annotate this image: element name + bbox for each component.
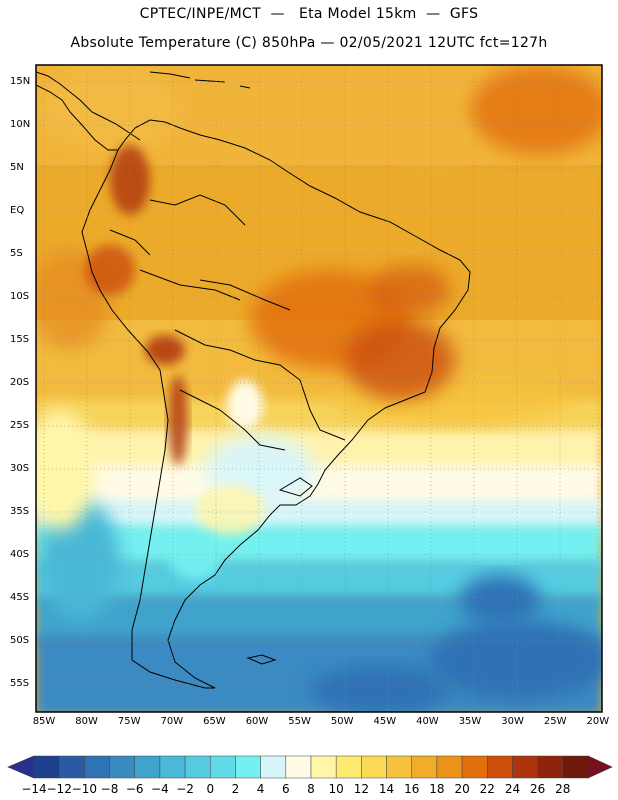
colorbar-tick-label: 16 [404, 782, 420, 796]
lat-label: 10N [10, 119, 31, 130]
colorbar-swatch [487, 755, 513, 779]
lat-label: 30S [10, 463, 30, 474]
colorbar-swatch [386, 755, 412, 779]
colorbar-swatch [562, 755, 589, 779]
colorbar-swatch [512, 755, 538, 779]
lat-label: EQ [10, 205, 25, 216]
temperature-field [36, 65, 602, 712]
colorbar-tick-label: −6 [125, 782, 144, 796]
colorbar-tick-label: 26 [529, 782, 546, 796]
lon-label: 55W [288, 716, 311, 727]
colorbar-swatch [235, 755, 261, 779]
colorbar-tick-label: 22 [479, 782, 495, 796]
colorbar-low-arrow [7, 755, 35, 779]
colorbar-tick-label: 12 [353, 782, 369, 796]
lat-label: 15S [10, 334, 30, 345]
colorbar-swatch [285, 755, 312, 779]
colorbar-tick-label: 28 [555, 782, 571, 796]
map-subtitle: Absolute Temperature (C) 850hPa — 02/05/… [70, 35, 548, 51]
colorbar-swatch [109, 755, 135, 779]
lon-label: 45W [373, 716, 397, 727]
colorbar-tick-label: 20 [454, 782, 470, 796]
lat-label: 10S [10, 291, 30, 302]
lon-label: 20W [586, 716, 610, 727]
lat-label: 20S [10, 377, 30, 388]
coastlines [36, 71, 471, 689]
colorbar-tick-label: −2 [176, 782, 194, 796]
lat-label: 35S [10, 506, 30, 517]
colorbar-high-arrow [587, 755, 613, 779]
colorbar-tick-label: 14 [378, 782, 395, 796]
colorbar-swatch [210, 755, 236, 779]
colorbar-swatch [159, 755, 186, 779]
lon-label: 40W [416, 716, 439, 727]
colorbar-swatch [33, 755, 60, 779]
colorbar-tick-label: 10 [328, 782, 344, 796]
colorbar-tick-label: −8 [100, 782, 119, 796]
colorbar-tick-label: 0 [206, 782, 215, 796]
colorbar-tick-label: 8 [307, 782, 315, 796]
lat-label: 5S [10, 248, 23, 259]
colorbar-tick-label: 6 [281, 782, 290, 796]
lat-label: 5N [10, 162, 24, 173]
lon-label: 50W [330, 716, 354, 727]
colorbar-swatch [537, 755, 564, 779]
lat-label: 55S [10, 678, 30, 689]
lat-label: 25S [10, 420, 30, 431]
colorbar-swatch [84, 755, 110, 779]
colorbar-swatch [335, 755, 362, 779]
lon-label: 85W [32, 716, 56, 727]
colorbar-tick-label: −4 [151, 782, 169, 796]
lon-label: 80W [75, 716, 98, 727]
lon-label: 35W [458, 716, 482, 727]
colorbar-swatch [461, 755, 488, 779]
lon-label: 75W [117, 716, 141, 727]
lon-label: 25W [543, 716, 567, 727]
colorbar-swatch [184, 755, 211, 779]
colorbar-swatch [361, 755, 387, 779]
colorbar-swatch [58, 755, 85, 779]
lat-label: 40S [10, 549, 30, 560]
colorbar-tick-label: −10 [71, 782, 98, 796]
colorbar-swatch [436, 755, 463, 779]
colorbar [7, 755, 613, 779]
lat-label: 15N [10, 76, 31, 87]
colorbar-tick-label: −14 [21, 782, 47, 796]
map-title: CPTEC/INPE/MCT — Eta Model 15km — GFS [139, 6, 479, 22]
colorbar-swatch [411, 755, 438, 779]
colorbar-tick-label: 18 [429, 782, 445, 796]
lon-label: 70W [160, 716, 184, 727]
colorbar-tick-label: 4 [256, 782, 265, 796]
lon-label: 65W [203, 716, 226, 727]
lat-label: 50S [10, 635, 30, 646]
colorbar-tick-label: −12 [46, 782, 72, 796]
colorbar-swatch [260, 755, 287, 779]
lon-label: 30W [501, 716, 524, 727]
colorbar-tick-label: 2 [231, 782, 240, 796]
colorbar-swatch [134, 755, 161, 779]
colorbar-tick-label: 24 [504, 782, 521, 796]
colorbar-swatch [310, 755, 337, 779]
lat-label: 45S [10, 592, 30, 603]
lon-label: 60W [245, 716, 269, 727]
map-frame [35, 64, 603, 713]
